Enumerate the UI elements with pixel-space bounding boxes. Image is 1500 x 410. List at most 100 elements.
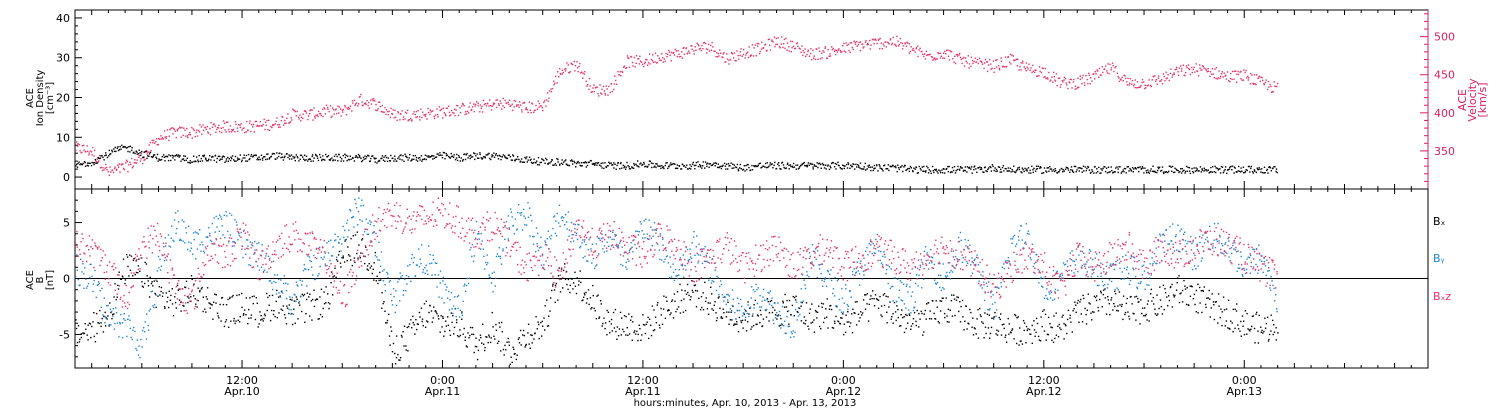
density-series-point xyxy=(864,162,866,165)
density-series-point xyxy=(374,158,376,160)
bx-series-point xyxy=(410,319,412,321)
bx-series-point xyxy=(245,297,247,299)
bx-series-point xyxy=(984,312,986,314)
bx-series-point xyxy=(1156,314,1158,316)
density-series-point xyxy=(931,165,934,168)
bx-series-point xyxy=(1023,329,1025,332)
bx-series-point xyxy=(987,327,990,329)
bx-series-point xyxy=(247,323,249,325)
density-series-point xyxy=(860,168,863,170)
density-series-point xyxy=(551,159,553,161)
density-series-point xyxy=(93,161,96,164)
velocity-series-point xyxy=(288,122,290,124)
bx-series-point xyxy=(1258,314,1260,317)
bx-series-point xyxy=(681,289,683,291)
bx-series-point xyxy=(854,312,856,314)
velocity-series-point xyxy=(361,101,363,103)
by-series-point xyxy=(349,209,352,212)
by-series-point xyxy=(266,271,268,273)
velocity-series-point xyxy=(127,171,129,173)
bx-series-point xyxy=(185,280,188,283)
density-series-point xyxy=(1216,167,1219,170)
velocity-series-point xyxy=(975,61,978,63)
density-series-point xyxy=(1009,167,1012,169)
velocity-series-point xyxy=(1044,67,1046,70)
density-series-point xyxy=(595,162,597,164)
velocity-series-point xyxy=(213,123,215,125)
density-series-point xyxy=(368,155,370,157)
velocity-series-point xyxy=(1159,80,1161,82)
density-series-point xyxy=(753,165,755,167)
density-series-point xyxy=(437,153,439,155)
bx-series-point xyxy=(781,324,783,326)
bx-series-point xyxy=(1114,290,1116,293)
velocity-series-point xyxy=(363,103,366,105)
density-series-point xyxy=(349,155,351,157)
velocity-series-point xyxy=(380,111,383,113)
velocity-series-point xyxy=(663,58,665,60)
density-series-point xyxy=(1139,166,1141,168)
density-series-point xyxy=(572,163,574,165)
bx-series-point xyxy=(80,336,83,339)
density-series-point xyxy=(1106,172,1109,174)
density-series-point xyxy=(958,168,960,170)
velocity-series-point xyxy=(716,52,718,54)
by-series-point xyxy=(275,281,277,284)
velocity-series-point xyxy=(140,152,143,155)
velocity-series-point xyxy=(392,109,394,111)
density-series-point xyxy=(704,167,706,169)
bx-series-point xyxy=(161,295,164,297)
velocity-series-point xyxy=(733,52,736,54)
density-series-point xyxy=(153,154,156,156)
velocity-series-point xyxy=(1145,87,1147,89)
density-series-point xyxy=(117,149,120,152)
bx-series-point xyxy=(152,285,154,287)
bx-series-point xyxy=(119,278,122,280)
density-series-point xyxy=(790,165,792,168)
density-series-point xyxy=(854,168,856,170)
bx-series-point xyxy=(1075,304,1077,306)
bx-series-point xyxy=(1161,313,1164,315)
bx-series-point xyxy=(1057,336,1060,338)
velocity-series-point xyxy=(674,48,676,51)
bx-series-point xyxy=(731,319,733,321)
by-series-point xyxy=(162,254,164,257)
density-series-point xyxy=(203,154,205,156)
density-series-point xyxy=(420,155,423,157)
bx-series-point xyxy=(755,323,757,326)
density-series-point xyxy=(475,155,477,157)
bx-series-point xyxy=(420,307,423,309)
bx-series-point xyxy=(686,283,689,286)
velocity-series-point xyxy=(900,41,902,44)
bx-series-point xyxy=(830,308,833,311)
bx-series-point xyxy=(1145,313,1147,316)
velocity-series-point xyxy=(850,42,853,44)
by-series-point xyxy=(128,315,130,317)
density-series-point xyxy=(841,168,843,170)
density-series-point xyxy=(442,151,445,154)
velocity-series-point xyxy=(591,91,593,93)
velocity-series-point xyxy=(696,42,698,45)
velocity-series-point xyxy=(685,47,688,49)
bx-series-point xyxy=(565,270,568,273)
velocity-series-point xyxy=(404,118,406,120)
density-series-point xyxy=(242,157,244,159)
density-series-point xyxy=(1047,167,1049,169)
by-series-point xyxy=(340,250,342,252)
density-series-point xyxy=(504,156,506,158)
velocity-series-point xyxy=(1134,79,1137,81)
by-series-point xyxy=(405,290,407,292)
velocity-series-point xyxy=(332,107,334,109)
bx-series-point xyxy=(209,302,211,305)
velocity-series-point xyxy=(256,124,259,127)
bx-series-point xyxy=(984,326,987,328)
density-series-point xyxy=(78,161,80,163)
bx-series-point xyxy=(848,321,850,323)
bx-series-point xyxy=(442,315,444,318)
velocity-series-point xyxy=(317,115,319,118)
density-series-point xyxy=(211,156,213,158)
bx-series-point xyxy=(762,318,765,320)
velocity-series-point xyxy=(639,60,642,62)
velocity-series-point xyxy=(859,41,862,43)
density-series-point xyxy=(1141,166,1144,168)
